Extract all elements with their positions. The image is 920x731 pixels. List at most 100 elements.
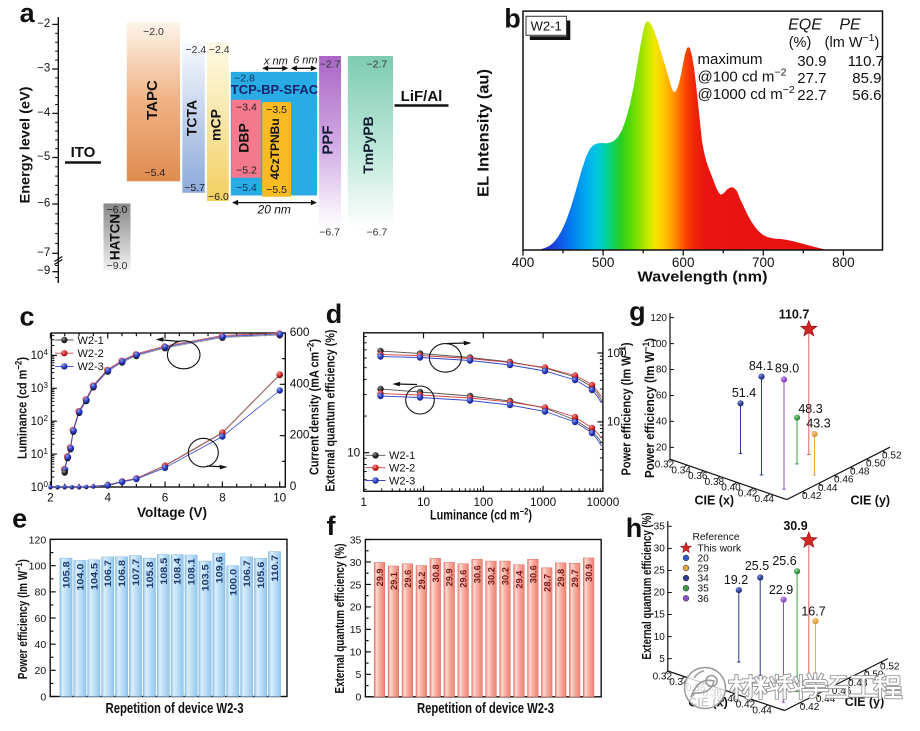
- svg-text:104.5: 104.5: [89, 562, 100, 590]
- svg-text:0.44: 0.44: [816, 694, 836, 705]
- svg-text:20: 20: [350, 602, 362, 614]
- svg-text:800: 800: [832, 255, 855, 270]
- svg-text:EQE: EQE: [788, 17, 822, 34]
- svg-text:−2.7: −2.7: [367, 58, 388, 70]
- svg-text:30.6: 30.6: [528, 565, 539, 583]
- svg-text:400: 400: [290, 376, 310, 390]
- svg-text:−2.7: −2.7: [320, 58, 341, 70]
- svg-text:110.7: 110.7: [270, 555, 281, 582]
- svg-text:EL Intensity (au): EL Intensity (au): [476, 69, 493, 197]
- svg-text:TCTA: TCTA: [184, 100, 200, 136]
- svg-text:28.7: 28.7: [542, 574, 553, 592]
- svg-text:10: 10: [417, 495, 431, 509]
- svg-text:1: 1: [360, 495, 367, 509]
- svg-text:25: 25: [654, 566, 666, 577]
- svg-text:W2-3: W2-3: [78, 361, 104, 373]
- svg-text:25.6: 25.6: [772, 554, 796, 568]
- svg-text:20: 20: [654, 588, 666, 599]
- svg-text:−6.0: −6.0: [208, 191, 229, 203]
- svg-text:22.9: 22.9: [769, 583, 793, 597]
- svg-text:W2-2: W2-2: [78, 348, 104, 360]
- svg-text:This work: This work: [698, 543, 742, 554]
- svg-text:108.5: 108.5: [159, 557, 170, 585]
- svg-text:W2-1: W2-1: [78, 335, 104, 347]
- svg-text:100: 100: [473, 495, 493, 509]
- svg-text:0.44: 0.44: [818, 483, 838, 494]
- svg-text:−3.4: −3.4: [236, 101, 257, 113]
- svg-text:Power efficiency (lm W−1): Power efficiency (lm W−1): [641, 338, 657, 478]
- svg-text:35: 35: [654, 522, 666, 533]
- svg-text:20: 20: [35, 665, 47, 677]
- svg-text:30.6: 30.6: [473, 565, 484, 583]
- svg-text:104.0: 104.0: [75, 564, 86, 591]
- svg-text:g: g: [629, 297, 646, 327]
- svg-text:maximum: maximum: [698, 51, 763, 68]
- svg-text:@1000 cd m−2: @1000 cd m−2: [698, 84, 795, 103]
- svg-text:−5.2: −5.2: [236, 164, 257, 176]
- svg-text:0.52: 0.52: [882, 450, 902, 461]
- svg-text:b: b: [504, 4, 521, 34]
- svg-text:105.6: 105.6: [256, 562, 267, 589]
- svg-text:0.40: 0.40: [719, 694, 739, 705]
- svg-text:h: h: [626, 513, 643, 543]
- svg-text:89.0: 89.0: [775, 362, 799, 376]
- svg-text:0.32: 0.32: [653, 672, 673, 683]
- svg-text:10: 10: [654, 632, 666, 643]
- svg-text:109.6: 109.6: [214, 556, 225, 583]
- svg-text:30: 30: [654, 544, 666, 555]
- svg-text:30.9: 30.9: [584, 564, 595, 582]
- svg-text:−5.4: −5.4: [145, 167, 166, 179]
- svg-text:8: 8: [219, 491, 226, 505]
- svg-text:48.3: 48.3: [798, 402, 822, 416]
- svg-text:Repetition of device W2-3: Repetition of device W2-3: [417, 700, 554, 717]
- svg-text:PE: PE: [839, 17, 861, 34]
- svg-text:6: 6: [162, 491, 169, 505]
- svg-text:30.9: 30.9: [783, 519, 807, 533]
- svg-text:mCP: mCP: [208, 109, 224, 141]
- svg-text:100: 100: [650, 339, 667, 350]
- svg-text:Wavelength (nm): Wavelength (nm): [638, 269, 768, 286]
- svg-text:103.5: 103.5: [201, 564, 212, 592]
- svg-text:200: 200: [290, 428, 310, 442]
- svg-text:−9: −9: [37, 265, 50, 277]
- svg-text:PPF: PPF: [320, 125, 337, 154]
- svg-text:−6.0: −6.0: [107, 204, 128, 216]
- svg-text:5: 5: [659, 654, 665, 665]
- svg-text:500: 500: [592, 255, 615, 270]
- svg-text:6 nm: 6 nm: [293, 55, 317, 67]
- svg-text:4CzTPNBu: 4CzTPNBu: [268, 118, 282, 179]
- svg-text:34: 34: [698, 574, 710, 585]
- svg-text:ITO: ITO: [71, 144, 96, 161]
- svg-text:85.9: 85.9: [852, 70, 881, 87]
- svg-text:30.8: 30.8: [431, 564, 442, 582]
- svg-text:0: 0: [356, 692, 362, 704]
- svg-text:107.7: 107.7: [131, 559, 142, 586]
- svg-text:106.7: 106.7: [103, 560, 114, 587]
- svg-text:−6.7: −6.7: [319, 227, 340, 239]
- svg-text:80: 80: [35, 587, 47, 599]
- svg-text:600: 600: [290, 325, 310, 339]
- svg-text:106.7: 106.7: [242, 560, 253, 587]
- svg-text:−5.5: −5.5: [266, 184, 287, 196]
- svg-text:0.52: 0.52: [880, 662, 900, 673]
- svg-text:0.44: 0.44: [752, 705, 772, 716]
- svg-text:f: f: [327, 511, 337, 541]
- svg-text:0.50: 0.50: [866, 458, 886, 469]
- svg-text:0.48: 0.48: [848, 678, 868, 689]
- svg-text:29.7: 29.7: [570, 569, 581, 587]
- svg-text:29.2: 29.2: [417, 572, 428, 590]
- svg-text:104: 104: [31, 348, 49, 363]
- svg-text:0.46: 0.46: [834, 475, 854, 486]
- svg-text:0.42: 0.42: [738, 488, 758, 499]
- svg-text:−2.8: −2.8: [234, 73, 255, 85]
- svg-text:−4: −4: [37, 107, 51, 119]
- svg-text:0.34: 0.34: [671, 465, 691, 476]
- svg-text:30.2: 30.2: [500, 567, 511, 585]
- svg-text:29.4: 29.4: [514, 570, 525, 589]
- svg-text:0.42: 0.42: [736, 700, 756, 711]
- svg-text:29.6: 29.6: [459, 570, 470, 588]
- svg-text:(lm W−1): (lm W−1): [825, 32, 880, 51]
- svg-text:Luminance (cd m−2): Luminance (cd m−2): [430, 506, 532, 523]
- svg-text:0: 0: [40, 691, 46, 703]
- svg-text:15: 15: [654, 610, 666, 621]
